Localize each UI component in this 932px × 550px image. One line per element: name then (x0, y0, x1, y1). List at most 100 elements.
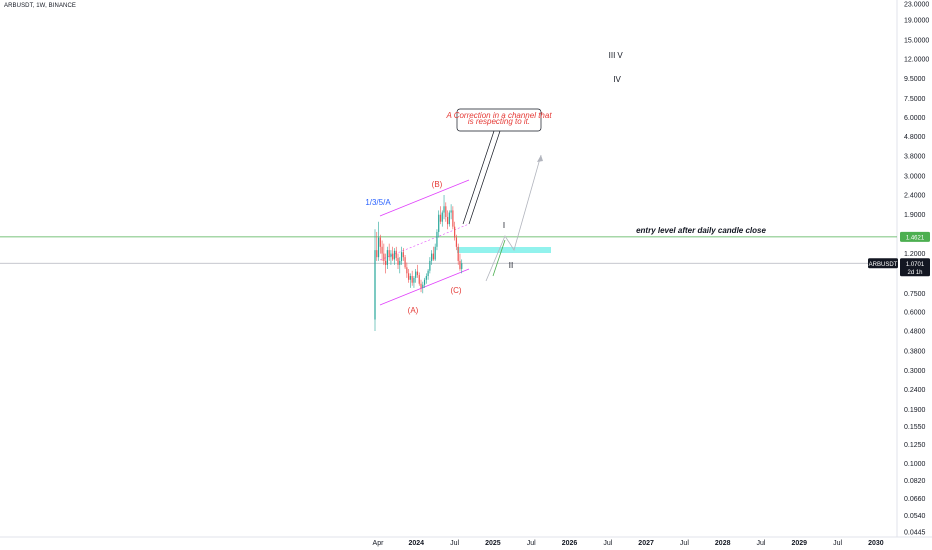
y-tick-label: 0.3000 (904, 368, 926, 375)
candle-body (443, 206, 445, 213)
candle-body (397, 257, 399, 265)
candle-body (416, 271, 419, 276)
candle-body (383, 253, 385, 261)
candle-body (385, 260, 387, 265)
x-tick-label: Jul (603, 540, 612, 547)
x-tick-label: Jul (757, 540, 766, 547)
y-tick-label: 7.5000 (904, 96, 926, 103)
y-tick-label: 23.0000 (904, 2, 929, 9)
target-zone (457, 247, 551, 253)
wave-label: (A) (408, 306, 419, 315)
candle-body (461, 263, 463, 269)
horizontal-lines (0, 236, 897, 264)
candle-body (457, 246, 459, 261)
price-axis[interactable]: 23.0000 19.0000 15.0000 12.0000 9.5000 7.5000… (904, 2, 929, 537)
y-tick-label: 19.0000 (904, 18, 929, 25)
y-tick-label: 0.1900 (904, 407, 926, 414)
wave-label: V (617, 51, 623, 60)
callout-pointer (462, 130, 495, 225)
candle-body (429, 260, 431, 271)
price-badge-label: 1.4621 (906, 235, 925, 241)
wave-label: 1/3/5/A (365, 198, 391, 207)
candle-body (455, 237, 458, 247)
candle-body (402, 252, 404, 258)
candle-body (423, 279, 426, 285)
candle-body (411, 276, 413, 283)
x-tick-label: Jul (680, 540, 689, 547)
candle-body (452, 210, 454, 227)
price-badges: 1.4621 1.0701 2d 1h ARBUSDT (868, 231, 930, 277)
y-tick-label: 4.8000 (904, 134, 926, 141)
candle-body (408, 273, 410, 280)
x-tick-label: 2028 (715, 540, 731, 547)
y-tick-label: 0.1550 (904, 424, 926, 431)
candle-body (439, 214, 442, 222)
price-badge-green (900, 231, 930, 242)
candle-body (374, 250, 376, 320)
x-tick-label: Jul (450, 540, 459, 547)
callout-pointer (468, 130, 501, 225)
time-axis[interactable]: Apr 2024 Jul 2025 Jul 2026 Jul 2027 Jul 2028 Jul 20… (373, 540, 884, 547)
channel-upper-line (379, 179, 470, 217)
wave-label: (C) (450, 286, 461, 295)
candle-body (379, 237, 381, 247)
candle-body (450, 210, 452, 213)
wave-label: IV (613, 75, 621, 84)
y-tick-label: 1.2000 (904, 251, 926, 258)
y-tick-label: 0.2400 (904, 387, 926, 394)
candle-body (434, 246, 436, 260)
wave-label: III (609, 51, 616, 60)
wave-label: (B) (432, 180, 443, 189)
x-tick-label: 2026 (562, 540, 578, 547)
y-tick-label: 0.0540 (904, 513, 926, 520)
callout-text-line: is respecting to it. (468, 117, 530, 126)
candle-body (413, 277, 415, 283)
price-badge-countdown: 2d 1h (907, 270, 922, 276)
x-tick-label: Jul (833, 540, 842, 547)
x-tick-label: 2030 (868, 540, 884, 547)
candle-body (431, 253, 433, 261)
callout-text-line: A Correction in a channel that (445, 111, 552, 120)
y-tick-label: 0.1000 (904, 461, 926, 468)
symbol-title: ARBUSDT, 1W, BINANCE (4, 3, 77, 9)
candle-body (445, 206, 447, 217)
y-tick-label: 2.4000 (904, 192, 926, 199)
x-tick-label: 2025 (485, 540, 501, 547)
y-tick-label: 9.5000 (904, 76, 926, 83)
entry-level-label: entry level after daily candle close (636, 226, 766, 235)
candle-body (409, 276, 411, 280)
x-tick-label: 2027 (638, 540, 654, 547)
candle-body (393, 250, 396, 260)
symbol-badge-label: ARBUSDT (869, 262, 898, 268)
candle-body (420, 283, 422, 288)
candle-body (390, 253, 392, 258)
y-tick-label: 0.0445 (904, 530, 926, 537)
candle-body (415, 271, 417, 278)
candle-body (381, 246, 383, 254)
x-tick-label: Jul (527, 540, 536, 547)
symbol-badge (868, 258, 898, 269)
y-tick-label: 0.1250 (904, 442, 926, 449)
candle-body (425, 276, 427, 280)
candle-body (400, 252, 403, 261)
candle-body (454, 226, 456, 238)
y-tick-label: 3.0000 (904, 174, 926, 181)
drawings-layer (379, 108, 551, 306)
price-badge-label: 1.0701 (906, 262, 925, 268)
projection-path (485, 154, 542, 282)
projection-segment (492, 239, 506, 277)
candle-body (446, 216, 449, 225)
candle-body (406, 267, 408, 274)
candle-body (418, 275, 420, 284)
y-tick-label: 6.0000 (904, 115, 926, 122)
candle-body (392, 253, 394, 260)
candle-body (395, 250, 397, 258)
price-badge-current (900, 258, 930, 277)
y-tick-label: 1.9000 (904, 212, 926, 219)
y-tick-label: 0.7500 (904, 291, 926, 298)
candle-body (427, 270, 429, 277)
